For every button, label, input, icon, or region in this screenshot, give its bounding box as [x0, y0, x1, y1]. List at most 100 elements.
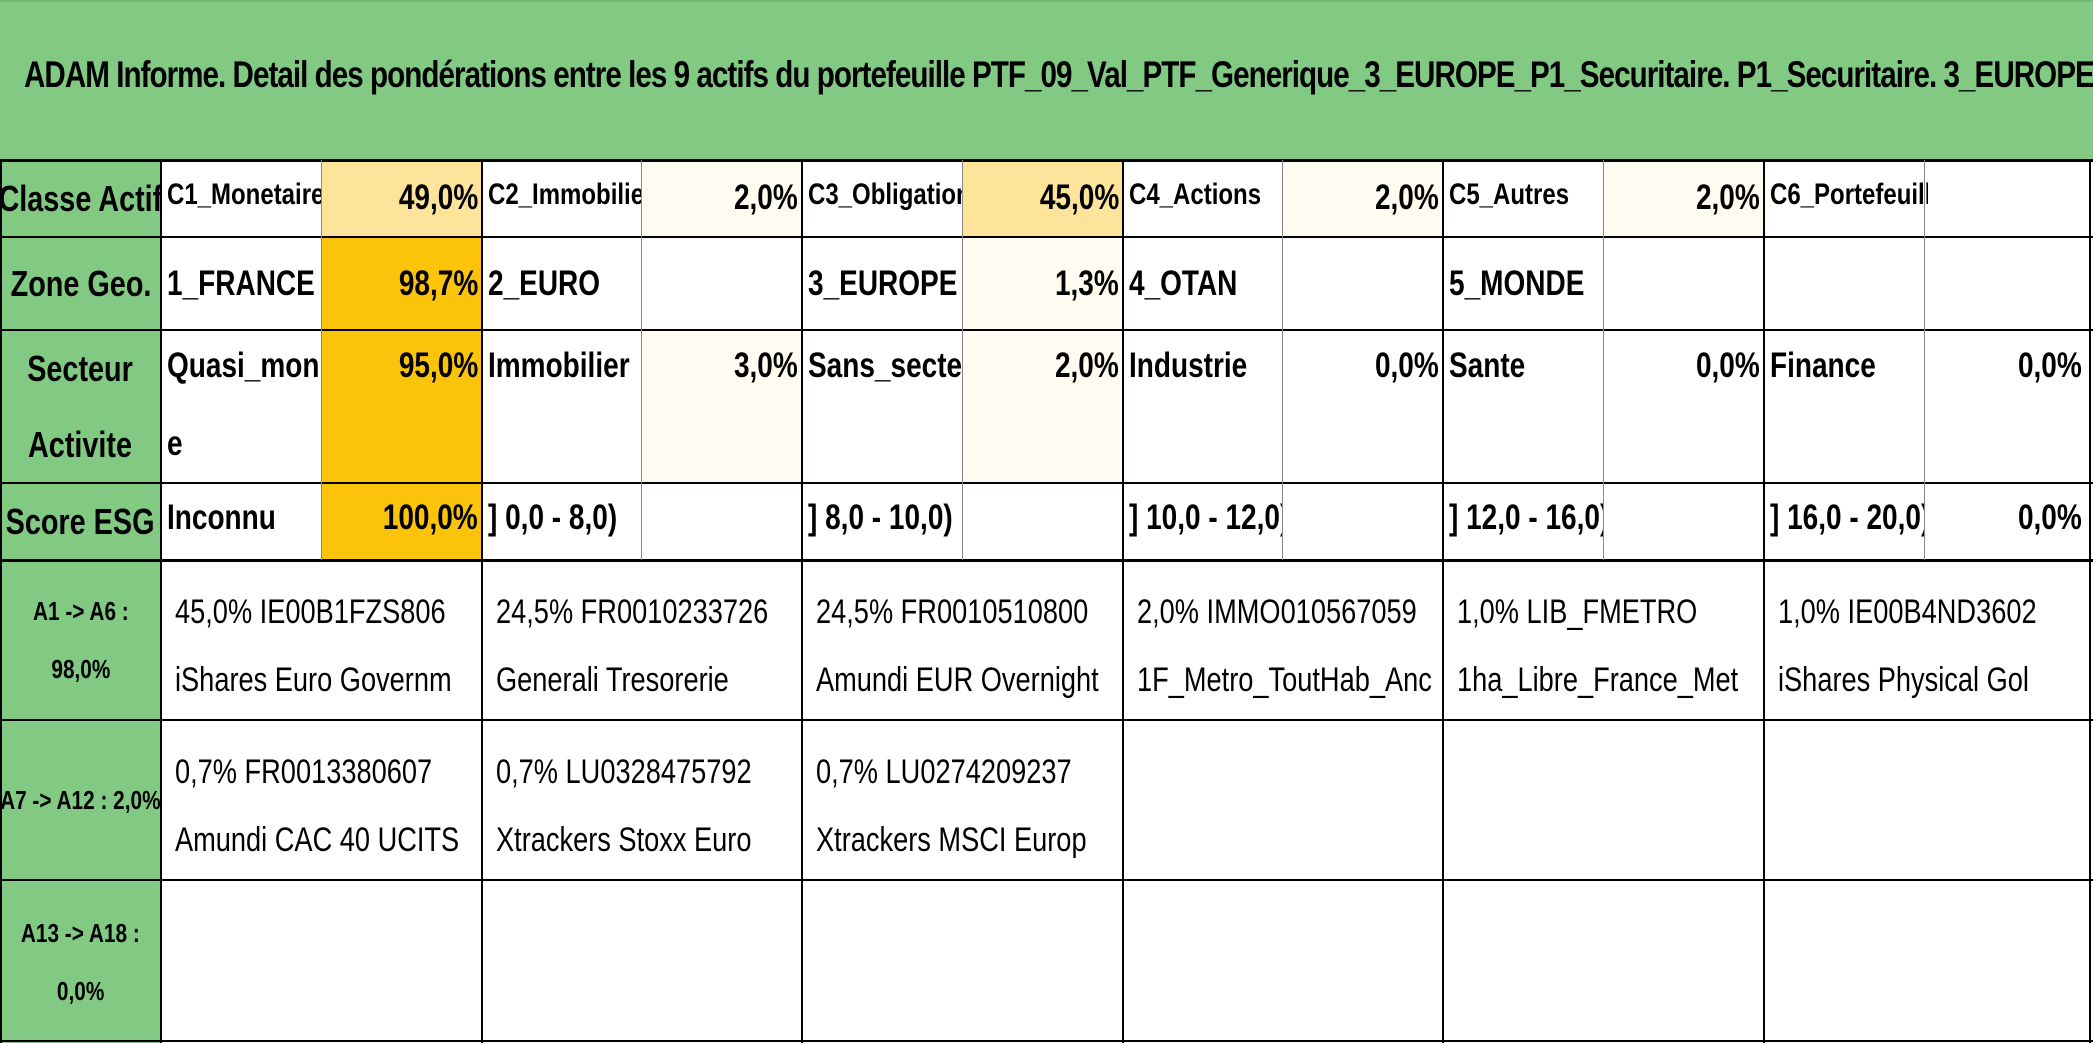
grid-line	[481, 160, 483, 1043]
asset-weight-isin: 45,0% IE00B1FZS806	[175, 593, 446, 631]
title-banner: ADAM Informe. Detail des pondérations en…	[0, 0, 2093, 160]
esg-name-6: ] 16,0 - 20,0)	[1770, 498, 1924, 537]
row-header-group-1: A1 -> A6 : 98,0%	[0, 560, 161, 720]
secteur-name-4: Industrie	[1129, 346, 1248, 385]
classe-name-6: C6_Portefeuille	[1770, 178, 1928, 211]
asset-weight-isin: 24,5% FR0010510800	[816, 593, 1089, 631]
highlight-europe	[963, 237, 1122, 330]
asset-name: iShares Euro Governm	[175, 661, 452, 699]
grid-line	[0, 879, 2093, 881]
asset-cell-a4: 2,0% IMMO010567059 1F_Metro_ToutHab_Anc	[1123, 560, 1443, 720]
asset-name: Amundi CAC 40 UCITS	[175, 821, 460, 859]
grid-line	[0, 329, 2093, 331]
row-header-zone-geo: Zone Geo.	[0, 237, 161, 330]
asset-name: 1ha_Libre_France_Met	[1457, 661, 1739, 699]
esg-name-4: ] 10,0 - 12,0)	[1129, 498, 1283, 537]
zone-value-1: 98,7%	[398, 264, 478, 303]
highlight-france	[322, 237, 481, 330]
asset-name: Generali Tresorerie	[496, 661, 729, 699]
asset-weight-isin: 24,5% FR0010233726	[496, 593, 769, 631]
row-header-group-2: A7 -> A12 : 2,0%	[0, 720, 161, 880]
highlight-inconnu	[322, 483, 481, 560]
row-header-group-3: A13 -> A18 : 0,0%	[0, 880, 161, 1043]
esg-name-2: ] 0,0 - 8,0)	[488, 498, 618, 537]
asset-name: 1F_Metro_ToutHab_Anc	[1137, 661, 1432, 699]
asset-cell-a5: 1,0% LIB_FMETRO 1ha_Libre_France_Met	[1443, 560, 1763, 720]
row-header-label-line1: A7 -> A12 : 2,0%	[0, 785, 161, 815]
secteur-value-3: 2,0%	[1055, 346, 1119, 385]
secteur-value-6: 0,0%	[2018, 346, 2082, 385]
highlight-c3	[963, 161, 1122, 237]
secteur-name-6: Finance	[1770, 346, 1876, 385]
esg-name-1: Inconnu	[167, 498, 276, 537]
row-header-label-line2: 98,0%	[50, 654, 110, 684]
classe-name-2: C2_Immobilier	[488, 178, 642, 211]
secteur-value-4: 0,0%	[1375, 346, 1439, 385]
classe-value-1: 49,0%	[398, 178, 478, 217]
row-header-label-line2: Activite	[28, 423, 133, 465]
classe-value-3: 45,0%	[1039, 178, 1119, 217]
asset-name: Amundi EUR Overnight	[816, 661, 1099, 699]
grid-line	[160, 160, 162, 1043]
asset-weight-isin: 1,0% IE00B4ND3602	[1778, 593, 2037, 631]
grid-line	[0, 719, 2093, 721]
classe-name-1: C1_Monetaire	[167, 178, 321, 211]
zone-name-4: 4_OTAN	[1129, 264, 1238, 303]
asset-cell-a6: 1,0% IE00B4ND3602 iShares Physical Gol	[1764, 560, 2090, 720]
highlight-quasi-monnaie	[322, 330, 481, 483]
row-header-label: Score ESG	[6, 500, 155, 542]
grid-line	[0, 1040, 2093, 1042]
grid-line	[0, 160, 2, 1043]
esg-name-5: ] 12,0 - 16,0)	[1449, 498, 1603, 537]
asset-cell-a7: 0,7% FR0013380607 Amundi CAC 40 UCITS	[161, 720, 481, 880]
grid-line	[0, 482, 2093, 484]
asset-weight-isin: 0,7% LU0274209237	[816, 753, 1072, 791]
asset-weight-isin: 2,0% IMMO010567059	[1137, 593, 1417, 631]
row-header-label-line2: 0,0%	[56, 975, 105, 1006]
asset-cell-a1: 45,0% IE00B1FZS806 iShares Euro Governm	[161, 560, 481, 720]
esg-value-6: 0,0%	[2018, 498, 2082, 537]
grid-line	[1122, 160, 1124, 1043]
page-title: ADAM Informe. Detail des pondérations en…	[24, 54, 2093, 95]
grid-line	[1763, 160, 1765, 1043]
asset-cell-a3: 24,5% FR0010510800 Amundi EUR Overnight	[802, 560, 1122, 720]
grid-line	[2089, 160, 2091, 1043]
highlight-immobilier	[642, 330, 801, 483]
grid-line	[1282, 160, 1283, 560]
grid-line	[321, 160, 322, 560]
grid-line	[801, 160, 803, 1043]
secteur-name-1-wrap: e	[167, 424, 183, 463]
grid-line	[962, 160, 963, 560]
row-header-score-esg: Score ESG	[0, 483, 161, 560]
secteur-value-1: 95,0%	[398, 346, 478, 385]
zone-name-2: 2_EURO	[488, 264, 601, 303]
secteur-name-5: Sante	[1449, 346, 1526, 385]
row-header-label: Classe Actif	[0, 177, 161, 219]
row-header-label-line1: A13 -> A18 :	[21, 917, 140, 948]
classe-value-5: 2,0%	[1696, 178, 1760, 217]
highlight-c2	[642, 161, 801, 237]
asset-cell-a2: 24,5% FR0010233726 Generali Tresorerie	[482, 560, 802, 720]
classe-value-4: 2,0%	[1375, 178, 1439, 217]
highlight-c4	[1283, 161, 1442, 237]
highlight-sans-secteur	[963, 330, 1122, 483]
grid-line	[0, 236, 2093, 238]
secteur-name-1: Quasi_monnai	[167, 346, 321, 385]
row-header-classe-actif: Classe Actif	[0, 160, 161, 237]
secteur-name-2: Immobilier	[488, 346, 630, 385]
classe-name-5: C5_Autres	[1449, 178, 1570, 211]
grid-line	[1924, 160, 1925, 560]
zone-name-1: 1_FRANCE	[167, 264, 315, 303]
asset-name: Xtrackers Stoxx Euro	[496, 821, 752, 859]
asset-name: Xtrackers MSCI Europ	[816, 821, 1087, 859]
asset-cell-a8: 0,7% LU0328475792 Xtrackers Stoxx Euro	[482, 720, 802, 880]
secteur-value-2: 3,0%	[734, 346, 798, 385]
esg-value-1: 100,0%	[383, 498, 478, 537]
row-header-secteur-activite: Secteur Activite	[0, 330, 161, 483]
highlight-c5	[1604, 161, 1763, 237]
grid-line	[1603, 160, 1604, 560]
highlight-c1	[322, 161, 481, 237]
secteur-value-5: 0,0%	[1696, 346, 1760, 385]
classe-name-4: C4_Actions	[1129, 178, 1262, 211]
asset-weight-isin: 0,7% LU0328475792	[496, 753, 752, 791]
